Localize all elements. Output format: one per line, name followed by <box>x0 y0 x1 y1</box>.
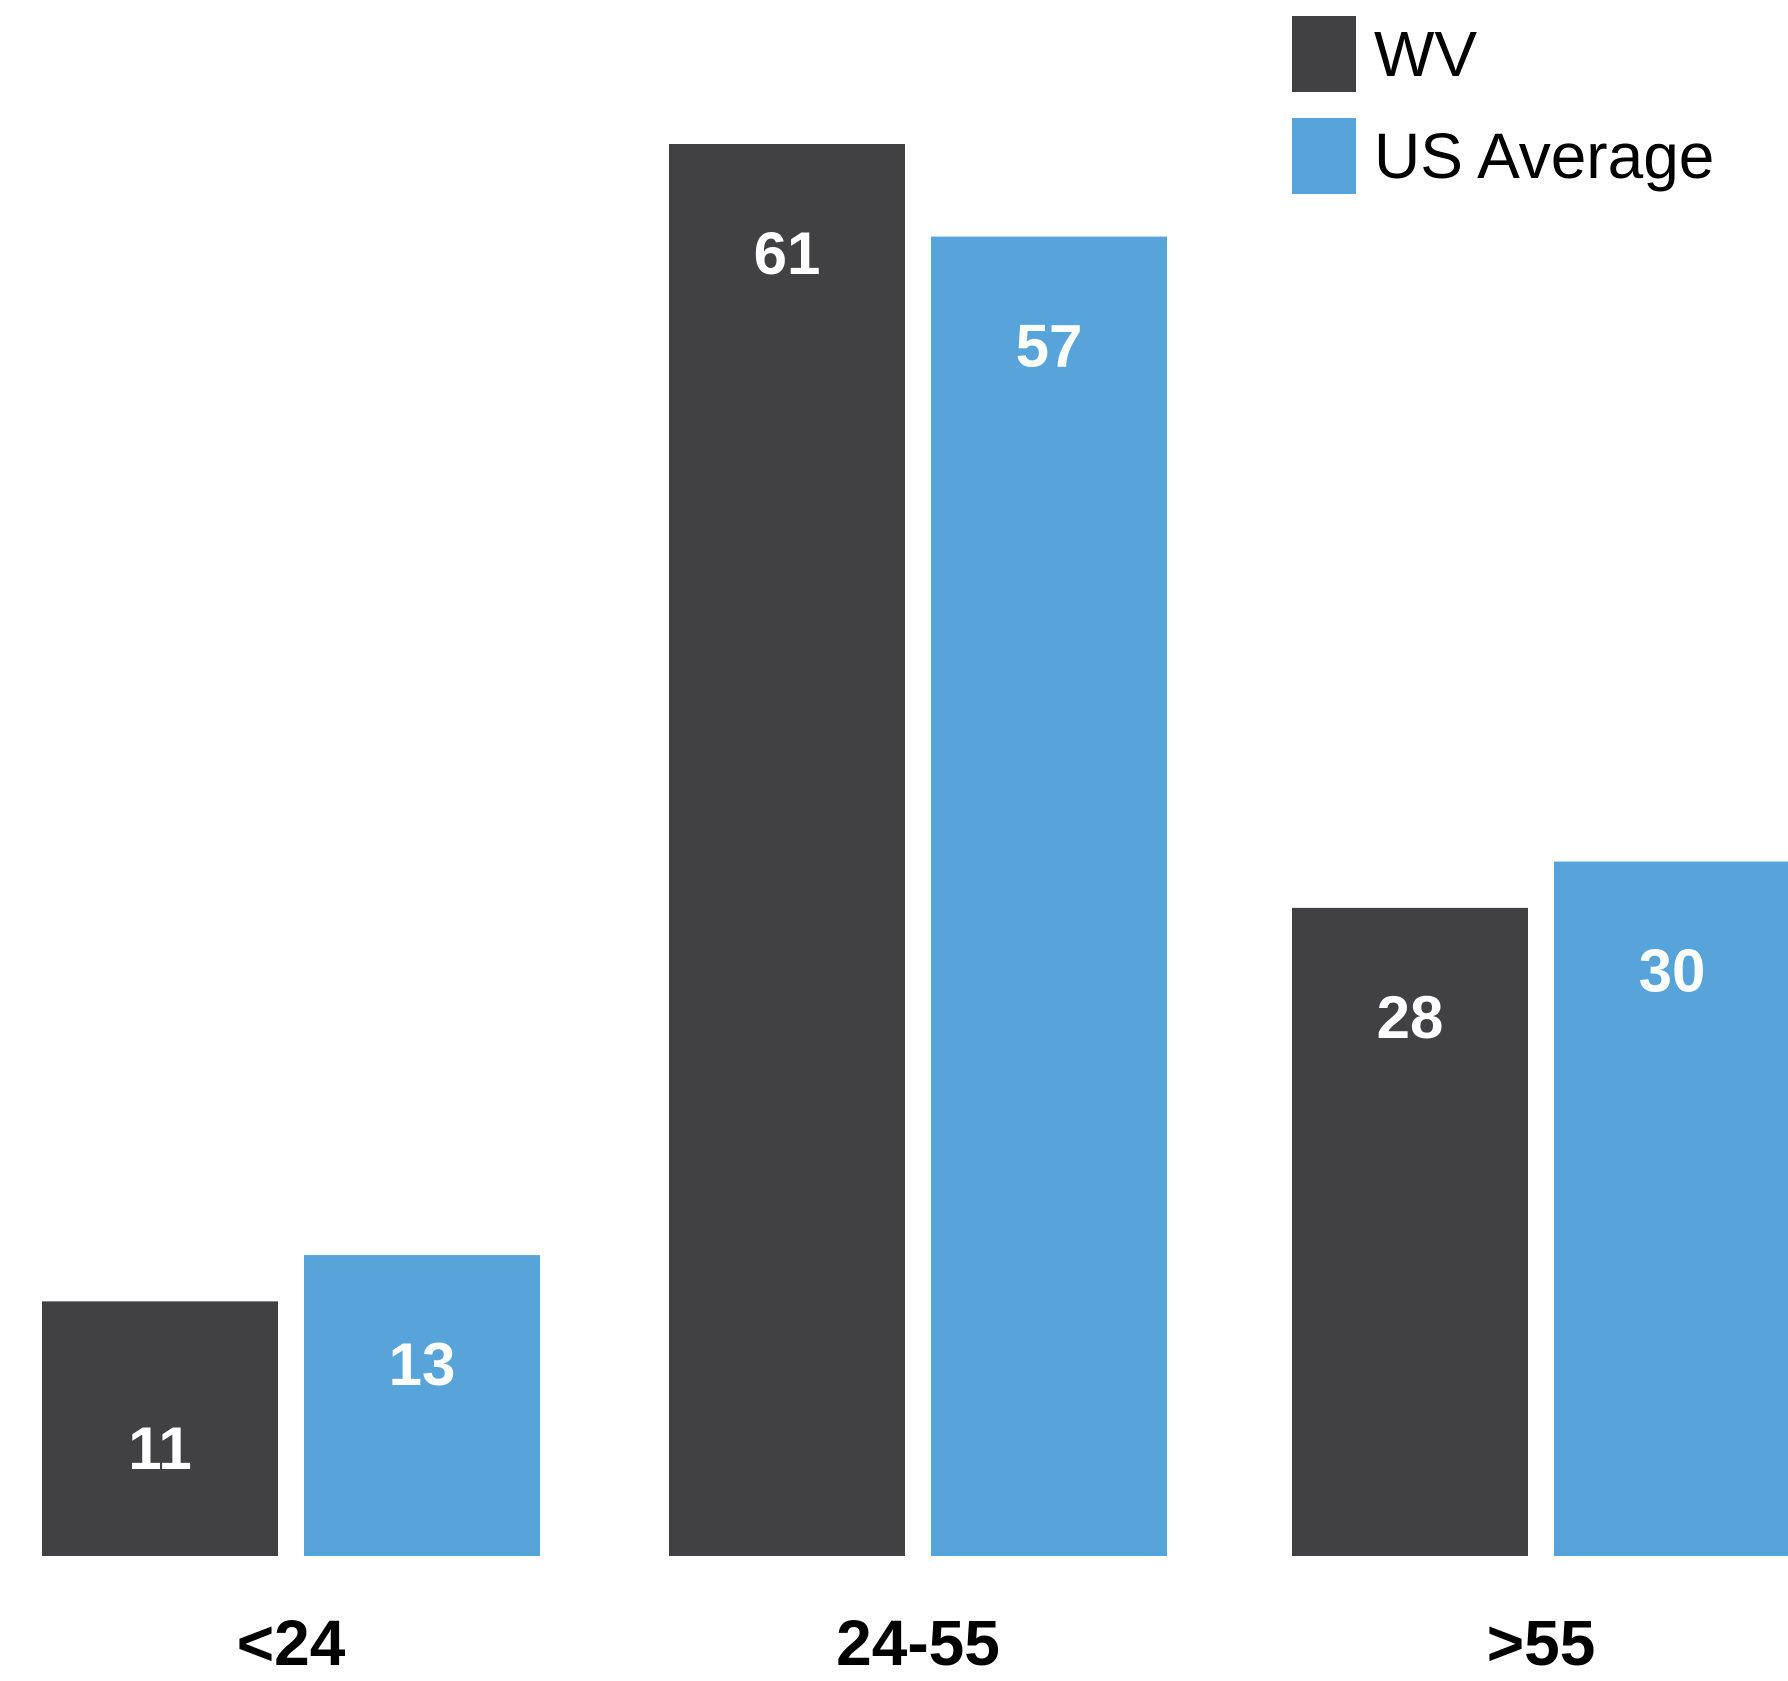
legend-swatch-us-average <box>1292 118 1356 194</box>
value-label-us-average-0: 13 <box>389 1331 456 1398</box>
legend: WV US Average <box>1292 16 1714 220</box>
value-label-us-average-1: 57 <box>1016 313 1083 380</box>
legend-label-us-average: US Average <box>1374 120 1715 192</box>
bar-us-average-over-55 <box>1554 861 1788 1556</box>
bar-us-average-24-55 <box>931 236 1167 1556</box>
bars-group <box>42 144 1788 1556</box>
bar-wv-24-55 <box>669 144 905 1556</box>
bar-wv-over-55 <box>1292 907 1528 1556</box>
bar-wv-under-24 <box>42 1301 278 1556</box>
bar-us-average-under-24 <box>304 1255 540 1556</box>
category-labels-group: <24 24-55 >55 <box>237 1607 1596 1679</box>
value-label-wv-2: 28 <box>1377 984 1444 1051</box>
category-label-1: 24-55 <box>836 1607 1000 1679</box>
value-label-wv-1: 61 <box>754 220 821 287</box>
legend-label-wv: WV <box>1374 18 1478 90</box>
category-label-2: >55 <box>1487 1607 1596 1679</box>
value-labels-group: 11 13 61 57 28 30 <box>128 220 1705 1482</box>
legend-item-wv: WV <box>1292 16 1714 92</box>
category-label-0: <24 <box>237 1607 346 1679</box>
value-label-us-average-2: 30 <box>1639 938 1706 1005</box>
legend-swatch-wv <box>1292 16 1356 92</box>
legend-item-us-average: US Average <box>1292 118 1714 194</box>
value-label-wv-0: 11 <box>128 1415 191 1482</box>
